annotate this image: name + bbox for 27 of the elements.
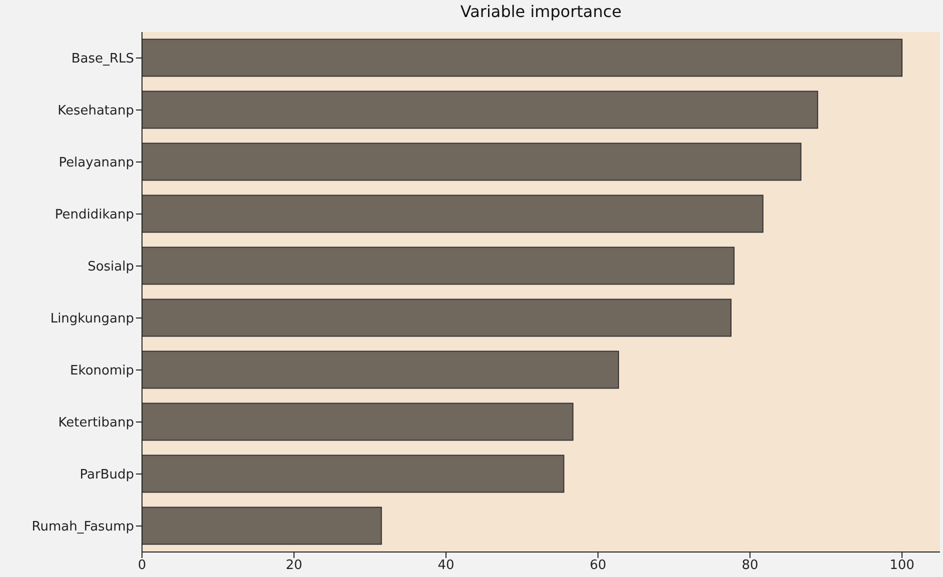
bar bbox=[142, 402, 574, 441]
bar bbox=[142, 298, 732, 337]
bar bbox=[142, 142, 802, 181]
x-tick-label: 60 bbox=[590, 558, 606, 574]
x-tick-label: 0 bbox=[138, 558, 146, 574]
y-tick-label: ParBudp bbox=[80, 468, 134, 483]
y-tick-label: Base_RLS bbox=[71, 52, 134, 67]
y-tick-label: Sosialp bbox=[88, 260, 134, 275]
bar bbox=[142, 194, 764, 233]
bar bbox=[142, 246, 735, 285]
bar bbox=[142, 506, 382, 545]
bar bbox=[142, 454, 564, 493]
x-tick-label: 20 bbox=[286, 558, 302, 574]
y-tick-label: Ketertibanp bbox=[58, 416, 134, 431]
y-tick-label: Pendidikanp bbox=[54, 208, 134, 223]
y-tick-label: Ekonomip bbox=[70, 364, 134, 379]
bar bbox=[142, 38, 902, 77]
y-tick-label: Kesehatanp bbox=[58, 104, 134, 119]
bar bbox=[142, 90, 818, 129]
y-tick-label: Rumah_Fasump bbox=[32, 520, 134, 535]
bar bbox=[142, 350, 620, 389]
y-tick-label: Lingkunganp bbox=[50, 312, 134, 327]
chart-title: Variable importance bbox=[459, 2, 623, 21]
x-tick-label: 40 bbox=[438, 558, 454, 574]
y-tick-label: Pelayananp bbox=[58, 156, 134, 171]
x-tick-label: 100 bbox=[890, 558, 914, 574]
x-tick-label: 80 bbox=[742, 558, 758, 574]
